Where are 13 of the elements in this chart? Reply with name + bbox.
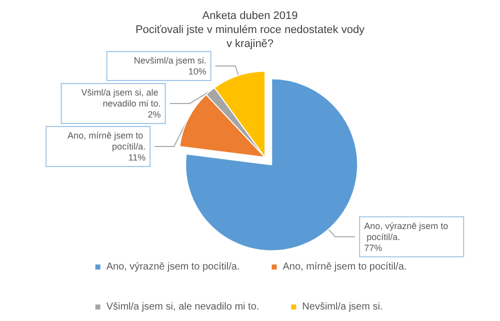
legend-label: Ano, výrazně jsem to pocítil/a. <box>106 262 240 272</box>
legend-label: Nevšiml/a jsem si. <box>302 302 383 312</box>
data-label: 2% <box>148 109 161 120</box>
slice-label: Ano, výrazně jsem to pocítil/a. <box>364 220 448 242</box>
slice-label: Všiml/a jsem si, ale nevadilo mi to. <box>81 87 161 108</box>
legend-label: Ano, mírně jsem to pocítil/a. <box>282 262 407 272</box>
data-label: 77% <box>364 242 382 253</box>
chart-title: Anketa duben 2019 Pociťovali jste v minulém roce nedostatek vody v krajině? <box>135 10 366 50</box>
slice-label: Ano, mírně jsem to pocítil/a. <box>68 130 146 152</box>
legend-label: Všiml/a jsem si, ale nevadilo mi to. <box>106 302 260 312</box>
data-label: 10% <box>188 66 206 76</box>
slice-label: Nevšiml/a jsem si. <box>134 55 206 66</box>
data-label: 11% <box>128 152 146 162</box>
